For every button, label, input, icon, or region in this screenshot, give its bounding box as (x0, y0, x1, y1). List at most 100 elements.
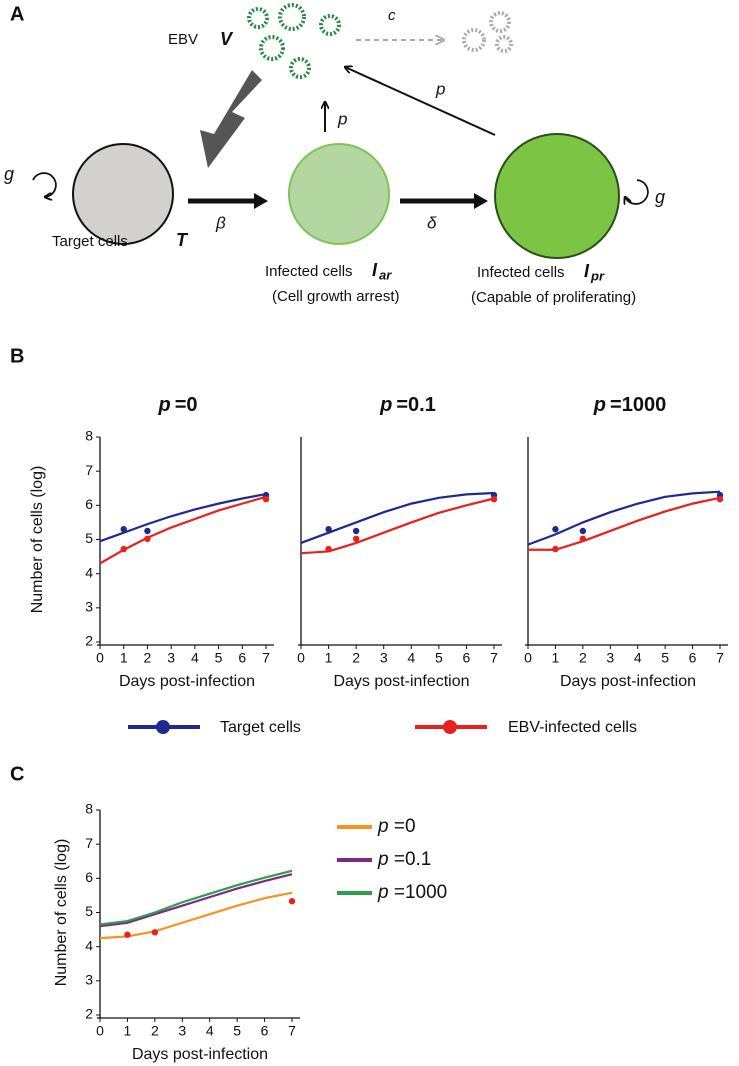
x-tick-label: 4 (407, 650, 415, 666)
series-line (99, 873, 293, 928)
x-tick-label: 1 (552, 650, 560, 666)
growth-rate: g (4, 164, 14, 184)
legend-label: EBV-infected cells (508, 719, 637, 736)
x-tick-label: 5 (233, 1023, 241, 1039)
data-point (288, 898, 296, 905)
legend-label: p =0 (377, 816, 416, 837)
data-point (262, 495, 270, 503)
y-tick-label: 4 (85, 937, 93, 953)
growth-arrow (32, 172, 57, 197)
virus-symbol: V (220, 29, 234, 49)
data-point (552, 526, 559, 533)
y-axis-label: Number of cells (log) (29, 466, 46, 614)
legend-value: =0 (389, 816, 416, 837)
y-tick-label: 6 (85, 869, 93, 885)
chart-title: p =0.1 (379, 394, 436, 416)
x-tick-label: 2 (579, 650, 587, 666)
x-tick-label: 0 (297, 650, 305, 666)
x-tick-label: 3 (167, 650, 175, 666)
title-value: =1000 (610, 394, 666, 416)
x-tick-label: 0 (96, 1023, 104, 1039)
x-tick-label: 6 (463, 650, 471, 666)
infection-arrow (200, 70, 262, 168)
data-point (124, 931, 131, 938)
x-axis-label: Days post-infection (132, 1046, 268, 1063)
node-symbol: I (584, 261, 590, 281)
cleared-virus (462, 11, 513, 53)
x-tick-label: 5 (435, 650, 443, 666)
data-point (325, 526, 332, 533)
series-line (528, 496, 721, 551)
x-tick-label: 3 (380, 650, 388, 666)
series-line (99, 492, 267, 543)
y-tick-label: 3 (85, 599, 93, 615)
virus-label: EBV (168, 31, 198, 48)
transition-rate: δ (427, 213, 437, 232)
growth-rate: g (655, 187, 665, 207)
x-tick-label: 7 (490, 650, 498, 666)
y-tick-label: 7 (85, 462, 93, 478)
node-label: Infected cells (477, 264, 565, 281)
series-line (300, 491, 495, 544)
y-tick-label: 7 (85, 835, 93, 851)
infected-cell-arrest (288, 143, 390, 245)
x-tick-label: 0 (524, 650, 532, 666)
data-point (716, 495, 724, 503)
x-tick-label: 3 (178, 1023, 186, 1039)
x-axis-label: Days post-infection (333, 673, 469, 690)
data-point (579, 535, 587, 543)
data-point (325, 545, 332, 553)
x-tick-label: 7 (288, 1023, 296, 1039)
x-tick-label: 6 (689, 650, 697, 666)
legend-marker (156, 720, 170, 734)
chart-title: p =0 (157, 394, 197, 416)
x-axis-label: Days post-infection (119, 673, 255, 690)
growth-arrow (625, 179, 649, 204)
infection-rate: β (215, 213, 226, 232)
node-note: (Capable of proliferating) (471, 289, 636, 306)
y-axis-label: Number of cells (log) (53, 839, 70, 987)
infected-cell-proliferating (494, 133, 620, 259)
x-tick-label: 5 (661, 650, 669, 666)
x-tick-label: 7 (262, 650, 270, 666)
x-tick-label: 4 (206, 1023, 214, 1039)
series-line (300, 497, 495, 555)
x-tick-label: 5 (215, 650, 223, 666)
virus-particles (247, 3, 341, 79)
data-point (552, 545, 559, 553)
y-tick-label: 8 (85, 428, 93, 444)
y-tick-label: 8 (85, 801, 93, 817)
node-symbol: I (372, 260, 378, 280)
x-axis-label: Days post-infection (560, 673, 696, 690)
panel-label: B (10, 345, 24, 367)
data-point (579, 527, 587, 535)
y-tick-label: 2 (85, 1006, 93, 1022)
data-point (144, 535, 151, 543)
node-label: Infected cells (265, 263, 353, 280)
x-tick-label: 3 (606, 650, 614, 666)
target-cell (72, 143, 174, 245)
node-note: (Cell growth arrest) (272, 288, 400, 305)
legend-label: p =0.1 (377, 849, 431, 870)
data-point (151, 929, 159, 936)
x-tick-label: 6 (261, 1023, 269, 1039)
y-tick-label: 5 (85, 903, 93, 919)
y-tick-label: 2 (85, 633, 93, 649)
x-tick-label: 1 (325, 650, 333, 666)
title-variable: p (379, 394, 392, 416)
title-value: =0 (175, 394, 198, 416)
x-tick-label: 1 (124, 1023, 132, 1039)
data-point (144, 527, 151, 535)
x-tick-label: 2 (144, 650, 152, 666)
legend-variable: p (377, 882, 389, 903)
title-value: =0.1 (396, 394, 435, 416)
x-tick-label: 0 (96, 650, 104, 666)
y-tick-label: 6 (85, 496, 93, 512)
legend-label: p =1000 (377, 882, 447, 903)
y-tick-label: 4 (85, 564, 93, 580)
node-subscript: ar (379, 267, 392, 282)
legend-value: =1000 (389, 882, 448, 903)
production-rate: p (435, 79, 445, 98)
x-tick-label: 1 (120, 650, 128, 666)
